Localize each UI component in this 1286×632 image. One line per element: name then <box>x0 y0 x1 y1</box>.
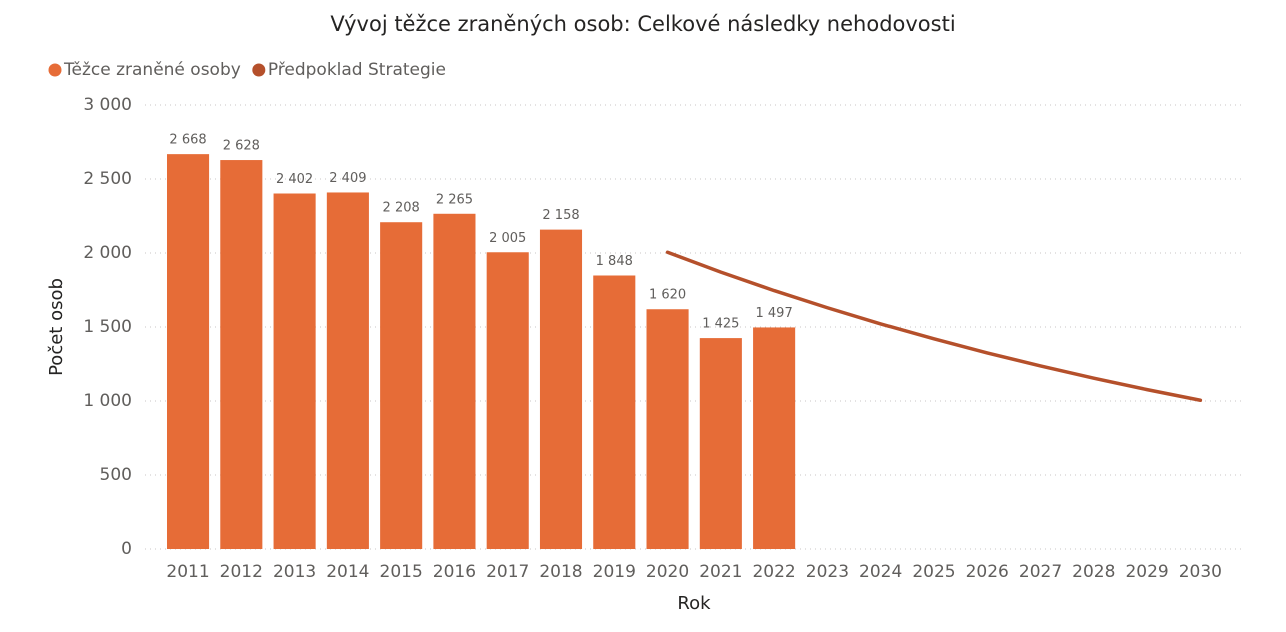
x-tick-label: 2013 <box>273 562 316 582</box>
y-tick-label: 1 000 <box>83 391 132 411</box>
legend-label: Předpoklad Strategie <box>268 60 446 80</box>
x-tick-label: 2011 <box>166 562 209 582</box>
x-tick-label: 2024 <box>859 562 902 582</box>
x-tick-label: 2019 <box>593 562 636 582</box>
x-tick-label: 2025 <box>912 562 955 582</box>
data-label: 1 425 <box>702 317 739 332</box>
x-tick-label: 2028 <box>1072 562 1115 582</box>
bar <box>753 327 796 549</box>
x-tick-label: 2015 <box>380 562 423 582</box>
data-label: 2 409 <box>329 171 366 186</box>
x-tick-label: 2014 <box>326 562 369 582</box>
x-tick-label: 2018 <box>539 562 582 582</box>
bar <box>273 193 316 549</box>
bar <box>326 192 369 549</box>
x-tick-label: 2027 <box>1019 562 1062 582</box>
y-tick-label: 3 000 <box>83 95 132 115</box>
y-tick-label: 2 000 <box>83 243 132 263</box>
x-axis-title: Rok <box>677 593 711 614</box>
x-tick-label: 2023 <box>806 562 849 582</box>
x-tick-label: 2020 <box>646 562 689 582</box>
y-axis-title: Počet osob <box>46 278 67 376</box>
bar <box>646 309 689 549</box>
bar <box>433 213 476 549</box>
data-label: 2 402 <box>276 172 313 187</box>
y-tick-label: 0 <box>121 539 132 559</box>
x-tick-label: 2016 <box>433 562 476 582</box>
bar <box>220 160 263 549</box>
legend-marker <box>48 63 62 77</box>
bar <box>539 229 583 549</box>
x-tick-label: 2022 <box>752 562 795 582</box>
data-label: 2 208 <box>383 201 420 216</box>
bar <box>593 275 636 549</box>
legend-marker <box>252 63 266 77</box>
legend-label: Těžce zraněné osoby <box>63 60 241 80</box>
data-label: 2 158 <box>542 208 579 223</box>
bar <box>380 222 423 549</box>
data-label: 2 668 <box>169 133 206 148</box>
bar <box>166 154 210 550</box>
x-tick-label: 2029 <box>1125 562 1168 582</box>
bar <box>699 338 742 549</box>
y-tick-label: 1 500 <box>83 317 132 337</box>
data-label: 2 265 <box>436 192 473 207</box>
x-tick-label: 2026 <box>966 562 1009 582</box>
data-label: 2 628 <box>223 139 260 154</box>
data-label: 2 005 <box>489 231 526 246</box>
chart-title: Vývoj těžce zraněných osob: Celkové násl… <box>330 12 955 36</box>
y-tick-label: 500 <box>100 465 132 485</box>
y-tick-label: 2 500 <box>83 169 132 189</box>
x-tick-label: 2021 <box>699 562 742 582</box>
data-label: 1 620 <box>649 288 686 303</box>
data-label: 1 848 <box>596 254 633 269</box>
bar <box>486 252 529 549</box>
x-tick-label: 2012 <box>220 562 263 582</box>
x-tick-label: 2017 <box>486 562 529 582</box>
data-label: 1 497 <box>756 306 793 321</box>
line <box>665 250 1203 403</box>
x-tick-label: 2030 <box>1179 562 1222 582</box>
